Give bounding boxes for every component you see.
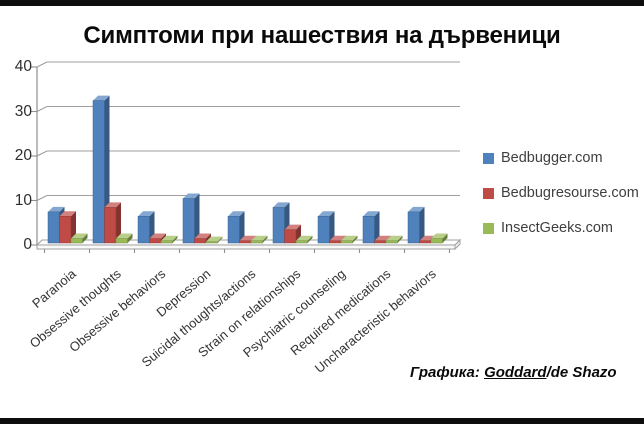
bar-InsectGeeks.com-Psychiatric counseling bbox=[340, 240, 353, 244]
bar-Bedbugresourse.com-Required medications bbox=[374, 240, 387, 244]
bar-InsectGeeks.com-Required medications bbox=[385, 240, 398, 244]
floor-side bbox=[454, 238, 461, 251]
chart-title: Симптоми при нашествия на дървеници bbox=[83, 22, 561, 49]
bar-top-Bedbugresourse.com bbox=[194, 233, 211, 239]
y-axis-tick-label: 10 bbox=[14, 191, 32, 209]
bar-top-Bedbugresourse.com bbox=[239, 235, 256, 241]
bar-Bedbugger.com-Obsessive behaviors bbox=[137, 216, 150, 244]
bar-top-Bedbugger.com bbox=[318, 211, 335, 217]
bar-InsectGeeks.com-Strain on relationships bbox=[295, 240, 308, 244]
bar-Bedbugresourse.com-Suicidal thoughts/actions bbox=[239, 240, 252, 244]
bar-top-Bedbugger.com bbox=[93, 95, 110, 101]
credit-suffix: /de Shazo bbox=[546, 364, 617, 381]
bar-top-Bedbugresourse.com bbox=[374, 235, 391, 241]
bar-side-Bedbugresourse.com bbox=[116, 202, 121, 243]
y-axis-tick-label: 30 bbox=[14, 102, 32, 120]
bar-top-Bedbugger.com bbox=[48, 206, 65, 212]
gridline-bevel bbox=[36, 150, 48, 157]
y-axis-tick-label: 0 bbox=[23, 236, 32, 253]
bar-side-InsectGeeks.com bbox=[352, 235, 358, 243]
bar-top-InsectGeeks.com bbox=[251, 235, 268, 241]
bar-top-Bedbugger.com bbox=[273, 202, 290, 208]
legend-item: InsectGeeks.com bbox=[483, 220, 613, 236]
bar-Bedbugresourse.com-Psychiatric counseling bbox=[329, 240, 342, 244]
bar-top-Bedbugresourse.com bbox=[284, 224, 301, 230]
bar-top-Bedbugger.com bbox=[363, 211, 380, 217]
bar-InsectGeeks.com-Uncharacteristic behaviors bbox=[430, 238, 443, 244]
bar-side-InsectGeeks.com bbox=[127, 233, 133, 243]
bar-top-InsectGeeks.com bbox=[71, 233, 88, 239]
bar-side-InsectGeeks.com bbox=[397, 235, 403, 243]
bar-Bedbugger.com-Psychiatric counseling bbox=[317, 216, 330, 244]
bar-top-InsectGeeks.com bbox=[116, 233, 133, 239]
bar-top-Bedbugger.com bbox=[138, 211, 155, 217]
bar-Bedbugger.com-Paranoia bbox=[47, 211, 60, 244]
credit-line: Графика: Goddard/de Shazo bbox=[410, 364, 617, 381]
bar-top-InsectGeeks.com bbox=[296, 235, 313, 241]
bar-Bedbugresourse.com-Obsessive behaviors bbox=[149, 238, 162, 244]
legend-label: Bedbugresourse.com bbox=[501, 185, 639, 201]
bar-side-InsectGeeks.com bbox=[217, 236, 223, 243]
bar-top-InsectGeeks.com bbox=[161, 235, 178, 241]
bar-top-InsectGeeks.com bbox=[206, 236, 223, 242]
bar-InsectGeeks.com-Obsessive behaviors bbox=[160, 240, 173, 244]
bar-top-InsectGeeks.com bbox=[386, 235, 403, 241]
gridline-bevel bbox=[36, 106, 48, 112]
bar-Bedbugresourse.com-Depression bbox=[194, 238, 207, 244]
bar-InsectGeeks.com-Obsessive thoughts bbox=[115, 238, 128, 244]
bar-Bedbugresourse.com-Paranoia bbox=[59, 216, 72, 244]
bar-Bedbugresourse.com-Obsessive thoughts bbox=[104, 207, 117, 244]
bar-top-Bedbugresourse.com bbox=[104, 202, 121, 208]
bar-Bedbugger.com-Strain on relationships bbox=[272, 207, 285, 244]
legend-swatch-icon bbox=[483, 153, 494, 164]
legend-swatch-icon bbox=[483, 223, 494, 234]
legend-item: Bedbugresourse.com bbox=[483, 185, 639, 201]
bar-side-InsectGeeks.com bbox=[82, 233, 88, 243]
bar-top-Bedbugger.com bbox=[228, 211, 245, 217]
bar-InsectGeeks.com-Suicidal thoughts/actions bbox=[250, 240, 263, 244]
bar-Bedbugger.com-Suicidal thoughts/actions bbox=[227, 216, 240, 244]
bar-top-Bedbugresourse.com bbox=[59, 211, 76, 217]
bar-top-Bedbugger.com bbox=[408, 206, 425, 212]
gridline-bevel bbox=[36, 195, 48, 201]
bar-InsectGeeks.com-Depression bbox=[205, 241, 218, 244]
bar-Bedbugger.com-Obsessive thoughts bbox=[92, 100, 105, 244]
bar-side-InsectGeeks.com bbox=[262, 235, 268, 243]
bar-top-Bedbugger.com bbox=[183, 193, 200, 199]
bar-side-Bedbugger.com bbox=[374, 211, 380, 243]
bottom-border-rule bbox=[0, 418, 644, 424]
bar-Bedbugger.com-Uncharacteristic behaviors bbox=[407, 211, 420, 244]
bar-side-InsectGeeks.com bbox=[442, 233, 448, 243]
bar-top-Bedbugresourse.com bbox=[329, 235, 346, 241]
bar-side-Bedbugger.com bbox=[239, 211, 245, 243]
bar-side-InsectGeeks.com bbox=[307, 235, 313, 243]
bar-Bedbugresourse.com-Uncharacteristic behaviors bbox=[419, 240, 432, 244]
bar-side-InsectGeeks.com bbox=[172, 235, 178, 243]
y-axis-tick-label: 40 bbox=[14, 58, 32, 75]
credit-prefix: Графика: bbox=[410, 364, 485, 381]
y-axis-tick-label: 20 bbox=[14, 147, 32, 164]
legend-swatch-icon bbox=[483, 188, 494, 199]
bar-Bedbugger.com-Required medications bbox=[362, 216, 375, 244]
legend-label: Bedbugger.com bbox=[501, 150, 603, 166]
credit-author: Goddard bbox=[484, 364, 547, 381]
bar-Bedbugresourse.com-Strain on relationships bbox=[284, 229, 297, 244]
floor-front bbox=[36, 244, 456, 250]
legend-label: InsectGeeks.com bbox=[501, 220, 614, 236]
legend-item: Bedbugger.com bbox=[483, 150, 603, 166]
bar-side-Bedbugger.com bbox=[194, 193, 200, 243]
bar-top-InsectGeeks.com bbox=[341, 235, 358, 241]
gridline-bevel bbox=[36, 61, 48, 68]
bar-Bedbugger.com-Depression bbox=[182, 198, 195, 244]
top-border-rule bbox=[0, 0, 644, 6]
bar-top-InsectGeeks.com bbox=[431, 233, 448, 239]
bar-InsectGeeks.com-Paranoia bbox=[70, 238, 83, 244]
bar-side-Bedbugger.com bbox=[329, 211, 335, 243]
bar-top-Bedbugresourse.com bbox=[149, 233, 166, 239]
bar-side-Bedbugger.com bbox=[419, 206, 425, 243]
